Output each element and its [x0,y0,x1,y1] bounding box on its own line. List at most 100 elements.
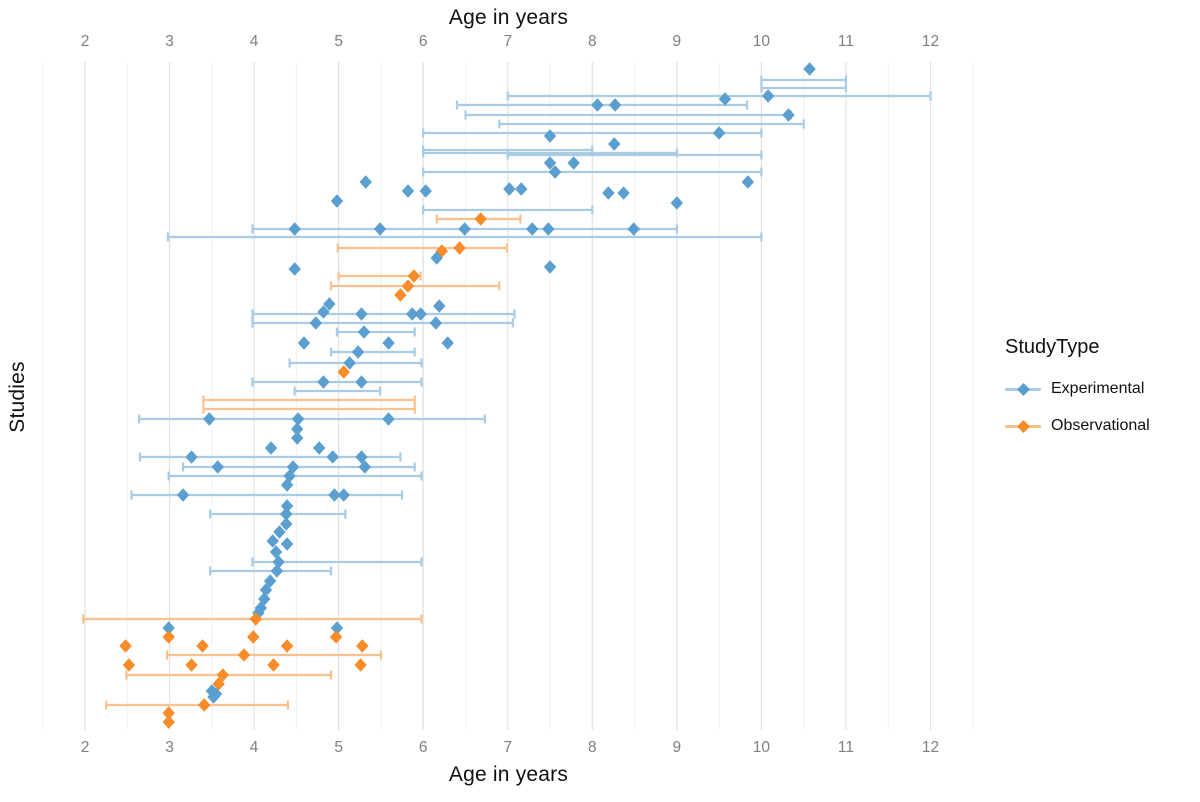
data-point-experimental [207,690,220,704]
data-point-experimental [357,325,371,339]
data-point-experimental [313,441,326,455]
data-point-experimental [280,517,293,531]
data-point-experimental [330,194,344,208]
top-tick-label: 3 [165,33,174,50]
data-point-experimental [317,375,330,389]
data-point-observational [354,658,367,672]
data-point-experimental [515,182,528,196]
data-point-experimental [373,222,387,236]
data-point-experimental [430,251,443,265]
data-point-observational [407,269,421,283]
data-point-observational [474,212,487,226]
data-point-experimental [608,137,621,151]
data-point-observational [249,612,262,626]
data-point-experimental [803,62,816,76]
data-point-experimental [567,156,580,170]
data-point-experimental [670,196,684,210]
data-point-experimental [718,92,732,106]
data-point-experimental [203,412,216,426]
data-point-experimental [343,356,356,370]
data-point-experimental [543,129,557,143]
data-point-observational [337,365,350,379]
data-point-experimental [458,222,471,236]
data-point-experimental [185,450,198,464]
top-tick-label: 11 [838,33,854,50]
legend-item-observational: Observational [1005,414,1150,438]
data-point-experimental [337,488,350,502]
data-point-experimental [272,555,285,569]
data-point-observational [216,668,230,682]
data-point-experimental [288,222,301,236]
bottom-tick-label: 9 [673,739,682,756]
data-point-experimental [355,375,368,389]
top-tick-label: 8 [588,33,597,50]
bottom-tick-label: 12 [922,739,939,756]
data-point-experimental [503,182,516,196]
data-point-experimental [591,98,604,112]
data-point-experimental [291,412,305,426]
data-point-experimental [269,545,283,559]
data-point-experimental [382,336,395,350]
top-tick-label: 5 [334,33,343,50]
data-point-experimental [382,412,395,426]
legend: StudyType Experimental Observational [1005,336,1150,451]
y-axis-title: Studies [6,361,29,433]
data-point-experimental [548,165,562,179]
data-point-observational [212,677,225,691]
data-point-observational [198,698,211,712]
data-point-observational [162,715,175,729]
bottom-tick-label: 3 [165,739,174,756]
data-point-experimental [617,186,630,200]
data-point-experimental [280,499,294,513]
data-point-experimental [211,460,224,474]
data-point-experimental [543,156,557,170]
data-point-experimental [543,260,557,274]
bottom-tick-label: 8 [588,739,597,756]
data-point-experimental [273,525,286,539]
data-point-experimental [782,108,795,122]
data-point-experimental [627,222,640,236]
data-point-experimental [266,534,279,548]
top-tick-label: 6 [419,33,428,50]
data-point-experimental [309,316,323,330]
data-point-observational [401,279,415,293]
data-point-experimental [291,422,304,436]
data-point-experimental [419,184,432,198]
data-point-experimental [355,307,368,321]
data-point-experimental [280,537,294,551]
data-point-observational [196,639,209,653]
bottom-tick-label: 5 [334,739,343,756]
data-point-experimental [330,621,344,635]
data-point-observational [267,658,280,672]
data-point-experimental [406,307,419,321]
data-point-experimental [741,175,755,189]
data-point-observational [329,630,343,644]
bottom-tick-label: 11 [838,739,854,756]
data-point-experimental [429,316,443,330]
data-point-observational [162,630,175,644]
data-point-experimental [317,305,330,319]
data-point-experimental [414,307,427,321]
data-point-observational [453,241,466,255]
data-point-experimental [205,684,219,698]
data-point-experimental [355,450,368,464]
data-point-experimental [761,89,775,103]
data-point-experimental [359,175,372,189]
top-tick-label: 4 [250,33,259,50]
data-point-experimental [441,336,454,350]
experimental-key-icon [1005,377,1041,401]
top-tick-label: 9 [673,33,682,50]
data-point-experimental [433,299,446,313]
top-axis-title: Age in years [448,6,569,29]
data-point-experimental [288,262,301,276]
data-point-experimental [280,507,293,521]
data-point-observational [119,639,132,653]
data-point-experimental [712,126,726,140]
bottom-axis-title: Age in years [448,763,569,786]
data-point-experimental [351,345,365,359]
data-point-experimental [263,574,277,588]
observational-key-icon [1005,414,1041,438]
data-point-experimental [270,564,284,578]
